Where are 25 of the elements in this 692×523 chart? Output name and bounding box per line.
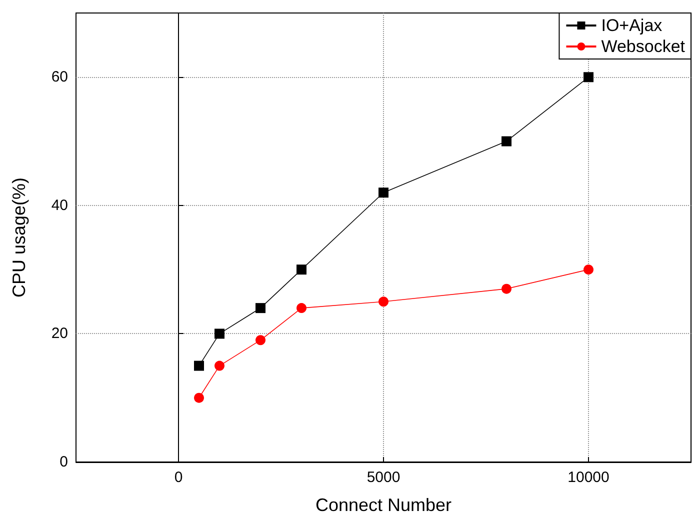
point — [584, 264, 594, 275]
y-axis-title: CPU usage(%) — [9, 177, 29, 298]
point — [584, 72, 594, 82]
point — [502, 284, 512, 294]
point — [296, 303, 306, 314]
point — [194, 392, 204, 403]
y-tick-label: 0 — [60, 454, 68, 470]
point — [256, 303, 266, 314]
legend-label: IO+Ajax — [601, 16, 663, 35]
y-tick-label: 60 — [51, 68, 68, 86]
point — [502, 136, 512, 146]
point — [256, 335, 266, 346]
point — [194, 360, 204, 371]
x-tick-label: 0 — [174, 469, 183, 486]
legend-label: Websocket — [601, 37, 686, 56]
point — [214, 328, 224, 339]
x-axis-title: Connect Number — [315, 495, 452, 515]
point — [214, 360, 224, 371]
x-tick-label: 10000 — [568, 469, 610, 486]
point — [378, 188, 388, 198]
y-tick-label: 40 — [51, 196, 68, 214]
point — [296, 264, 306, 275]
y-tick-label: 20 — [51, 325, 68, 342]
x-tick-label: 5000 — [366, 469, 400, 486]
point — [378, 296, 388, 307]
